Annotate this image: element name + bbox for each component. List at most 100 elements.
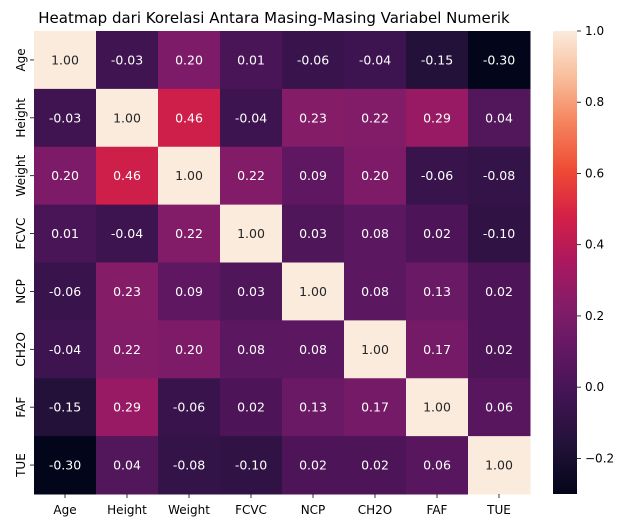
cell-value-label: 0.04 xyxy=(113,458,141,473)
cell-value-label: 0.20 xyxy=(175,342,203,357)
heatmap-cell-fcvc-faf xyxy=(406,204,469,263)
cell-value-label: 0.20 xyxy=(175,52,203,67)
heatmap-cell-height-fcvc xyxy=(220,88,283,148)
heatmap-cell-ncp-height xyxy=(96,262,159,321)
heatmap-cell-fcvc-ncp xyxy=(282,204,345,263)
heatmap-cell-age-ch2o xyxy=(344,31,407,90)
heatmap-cell-height-weight xyxy=(158,88,221,148)
heatmap-cell-ch2o-ncp xyxy=(282,320,345,379)
colorbar-tick-label: 1.0 xyxy=(585,24,604,38)
heatmap-cell-height-age xyxy=(34,88,97,148)
cell-value-label: 0.46 xyxy=(175,110,203,125)
colorbar-tick-label: 0.0 xyxy=(585,380,604,394)
cell-value-label: 0.01 xyxy=(51,226,79,241)
heatmap-cell-ncp-age xyxy=(34,262,97,321)
y-tick-label: FAF xyxy=(14,397,28,418)
cell-value-label: -0.30 xyxy=(49,458,81,473)
x-tick-label: Age xyxy=(53,503,76,517)
cell-value-label: 0.23 xyxy=(113,284,141,299)
cell-value-label: 0.03 xyxy=(299,226,327,241)
chart-title: Heatmap dari Korelasi Antara Masing-Masi… xyxy=(38,9,510,27)
cell-value-label: 1.00 xyxy=(299,284,327,299)
colorbar-tick-label: 0.4 xyxy=(585,238,604,252)
y-tick-label: Weight xyxy=(14,154,28,196)
heatmap-cell-ch2o-ch2o xyxy=(344,320,407,379)
y-axis-ticks: Age Height Weight FCVC NCP CH2O FAF TUE xyxy=(14,48,34,478)
cell-value-label: -0.10 xyxy=(483,226,515,241)
heatmap-cell-ncp-weight xyxy=(158,262,221,321)
colorbar-tick-label: 0.2 xyxy=(585,309,604,323)
heatmap-cell-age-age xyxy=(34,31,97,90)
heatmap-cell-height-tue xyxy=(468,88,531,148)
heatmap-cell-age-faf xyxy=(406,31,469,90)
colorbar: 1.0 0.8 0.6 0.4 0.2 0.0 −0.2 xyxy=(553,24,614,494)
cell-value-label: 1.00 xyxy=(485,458,513,473)
heatmap-cell-faf-weight xyxy=(158,378,221,437)
cell-value-label: 0.06 xyxy=(485,400,513,415)
heatmap-cell-tue-ncp xyxy=(282,436,345,495)
heatmap-cell-height-ch2o xyxy=(344,88,407,148)
heatmap-cell-ch2o-age xyxy=(34,320,97,379)
heatmap-cell-age-tue xyxy=(468,31,531,90)
heatmap-cell-tue-tue xyxy=(468,436,531,495)
cell-value-label: 1.00 xyxy=(113,110,141,125)
cell-value-label: -0.04 xyxy=(235,110,267,125)
heatmap-cell-fcvc-tue xyxy=(468,204,531,263)
cell-value-label: 0.17 xyxy=(423,342,451,357)
cell-value-label: -0.06 xyxy=(173,400,205,415)
cell-value-label: 0.02 xyxy=(237,400,265,415)
x-tick-label: NCP xyxy=(301,503,326,517)
cell-value-label: 0.03 xyxy=(237,284,265,299)
cell-value-label: -0.06 xyxy=(297,52,329,67)
heatmap-cell-faf-height xyxy=(96,378,159,437)
cell-value-label: 1.00 xyxy=(51,52,79,67)
cell-value-label: 0.22 xyxy=(237,168,265,183)
cell-value-label: 1.00 xyxy=(175,168,203,183)
cell-value-label: -0.04 xyxy=(49,342,81,357)
heatmap-cell-weight-height xyxy=(96,146,159,206)
cell-value-label: 0.01 xyxy=(237,52,265,67)
heatmap-cell-faf-ch2o xyxy=(344,378,407,437)
cell-value-label: -0.03 xyxy=(111,52,143,67)
heatmap-cell-ch2o-fcvc xyxy=(220,320,283,379)
cell-value-label: 0.23 xyxy=(299,110,327,125)
colorbar-tick-label: −0.2 xyxy=(585,451,614,465)
heatmap-cell-fcvc-ch2o xyxy=(344,204,407,263)
heatmap-cell-weight-ch2o xyxy=(344,146,407,206)
heatmap-cell-age-height xyxy=(96,31,159,90)
cell-value-label: -0.08 xyxy=(483,168,515,183)
heatmap-cell-fcvc-weight xyxy=(158,204,221,263)
heatmap-cell-ch2o-height xyxy=(96,320,159,379)
heatmap-cell-faf-age xyxy=(34,378,97,437)
colorbar-gradient xyxy=(553,31,577,494)
heatmap-cell-weight-fcvc xyxy=(220,146,283,206)
heatmap-cell-faf-faf xyxy=(406,378,469,437)
y-tick-label: CH2O xyxy=(14,332,28,366)
cell-value-label: 0.02 xyxy=(423,226,451,241)
cell-value-label: -0.15 xyxy=(49,400,81,415)
colorbar-tick-label: 0.8 xyxy=(585,95,604,109)
heatmap-cell-ch2o-faf xyxy=(406,320,469,379)
y-tick-label: Age xyxy=(14,48,28,71)
heatmap-cell-faf-fcvc xyxy=(220,378,283,437)
x-tick-label: FCVC xyxy=(235,503,267,517)
cell-value-label: -0.06 xyxy=(49,284,81,299)
cell-annotations: 1.00 -0.03 0.20 0.01 -0.06 -0.04 -0.15 -0.30 -0.… xyxy=(49,52,515,472)
cell-value-label: -0.15 xyxy=(421,52,453,67)
heatmap-cell-tue-age xyxy=(34,436,97,495)
heatmap-cell-faf-ncp xyxy=(282,378,345,437)
heatmap-cell-age-ncp xyxy=(282,31,345,90)
cell-value-label: -0.04 xyxy=(111,226,143,241)
heatmap-cell-ncp-fcvc xyxy=(220,262,283,321)
heatmap-cell-tue-faf xyxy=(406,436,469,495)
cell-value-label: 1.00 xyxy=(423,400,451,415)
cell-value-label: 1.00 xyxy=(361,342,389,357)
cell-value-label: 0.02 xyxy=(485,342,513,357)
x-axis-ticks: Age Height Weight FCVC NCP CH2O FAF TUE xyxy=(53,494,511,517)
cell-value-label: 0.29 xyxy=(423,110,451,125)
cell-value-label: -0.08 xyxy=(173,458,205,473)
cell-value-label: 0.46 xyxy=(113,168,141,183)
heatmap-cell-ch2o-tue xyxy=(468,320,531,379)
y-tick-label: TUE xyxy=(14,453,28,478)
